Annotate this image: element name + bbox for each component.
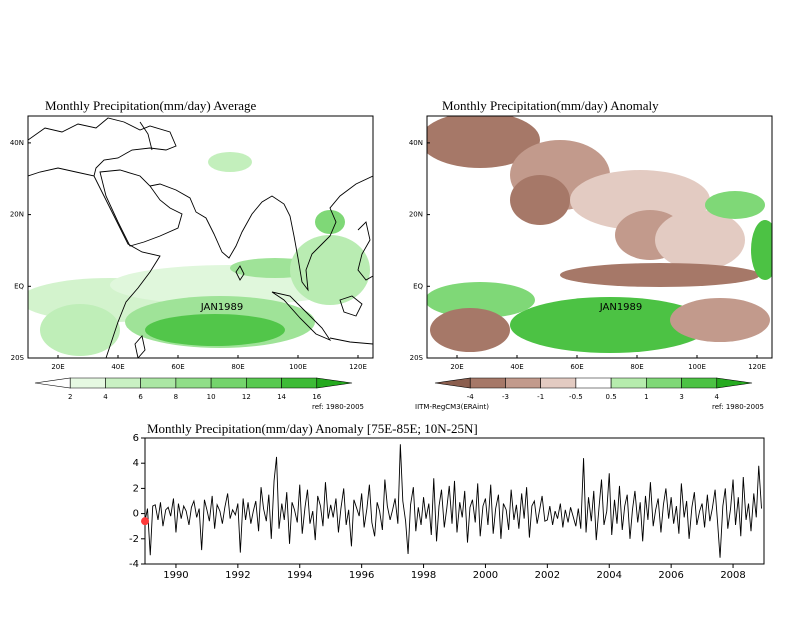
x-tick-label: 20E — [450, 363, 463, 371]
line-chart: Monthly Precipitation(mm/day) Anomaly [7… — [144, 421, 765, 565]
y-tick-label: EQ — [413, 282, 423, 290]
colorbar-bin — [540, 377, 577, 389]
colorbar-bin — [681, 377, 718, 389]
x-tick-label: 1994 — [287, 570, 312, 581]
colorbar-bin — [281, 377, 318, 389]
y-tick-label: 6 — [133, 433, 139, 444]
x-tick-label: 100E — [688, 363, 706, 371]
x-tick-label: 60E — [570, 363, 583, 371]
y-tick-label: 20N — [409, 211, 423, 219]
colorbar-label: 6 — [138, 393, 143, 401]
colorbar-label: 14 — [277, 393, 286, 401]
x-tick-label: 1992 — [225, 570, 250, 581]
x-tick-label: 40E — [111, 363, 124, 371]
y-tick-label: 4 — [133, 458, 139, 469]
colorbar-label: -0.5 — [569, 393, 583, 401]
x-tick-label: 120E — [349, 363, 367, 371]
y-tick-label: 20S — [11, 354, 25, 362]
colorbar-bin — [246, 377, 282, 389]
colorbar-label: 12 — [242, 393, 251, 401]
colorbar-label: 10 — [207, 393, 216, 401]
y-tick-label: 2 — [133, 483, 139, 494]
colorbar-bin — [210, 377, 247, 389]
colorbar-bin — [69, 377, 106, 389]
colorbar-bin — [610, 377, 647, 389]
colorbar-label: 0.5 — [606, 393, 617, 401]
x-tick-label: 80E — [630, 363, 643, 371]
x-tick-label: 100E — [289, 363, 307, 371]
map-title: Monthly Precipitation(mm/day) Average — [45, 98, 257, 113]
y-tick-label: 20N — [10, 211, 24, 219]
colorbar-label: 2 — [68, 393, 72, 401]
x-tick-label: 2006 — [658, 570, 683, 581]
x-tick-label: 2002 — [535, 570, 560, 581]
colorbar-bin — [469, 377, 506, 389]
source: IITM-RegCM3(ERAint) — [415, 403, 489, 411]
colorbar-bin — [105, 377, 141, 389]
colorbar-bin — [646, 377, 682, 389]
series-line — [144, 444, 762, 558]
colorbar-label: 16 — [312, 393, 321, 401]
x-tick-label: 2008 — [720, 570, 745, 581]
x-tick-label: 80E — [231, 363, 244, 371]
colorbar-label: -1 — [537, 393, 544, 401]
highlight-point — [141, 517, 149, 526]
x-tick-label: 20E — [51, 363, 64, 371]
colorbar-label: 8 — [174, 393, 178, 401]
map-annotation: JAN1989 — [200, 302, 244, 313]
colorbar-bin — [140, 377, 177, 389]
map-title: Monthly Precipitation(mm/day) Anomaly — [442, 98, 659, 113]
map-anomaly: Monthly Precipitation(mm/day) Anomaly JA… — [415, 98, 773, 411]
x-tick-label: 40E — [510, 363, 523, 371]
plot-frame — [144, 437, 765, 565]
x-tick-label: 1996 — [349, 570, 374, 581]
colorbar-bin — [175, 377, 212, 389]
x-tick-label: 120E — [748, 363, 766, 371]
colorbar-bin — [575, 377, 612, 389]
colorbar-label: 4 — [715, 393, 720, 401]
colorbar-label: 1 — [644, 393, 648, 401]
map-average: Monthly Precipitation(mm/day) Average JA… — [27, 98, 374, 411]
colorbar-label: 4 — [103, 393, 108, 401]
colorbar-bin — [34, 377, 71, 389]
map-frame — [426, 115, 773, 359]
x-tick-label: 1998 — [411, 570, 436, 581]
x-tick-label: 2000 — [473, 570, 498, 581]
y-tick-label: -4 — [129, 559, 139, 570]
colorbar-bin — [505, 377, 541, 389]
map-annotation: JAN1989 — [599, 302, 643, 313]
y-tick-label: -2 — [129, 534, 139, 545]
y-tick-label: 40N — [409, 139, 423, 147]
map-field — [427, 116, 772, 358]
colorbar-bin — [316, 377, 353, 389]
colorbar-bin — [716, 377, 753, 389]
colorbar-label: -3 — [502, 393, 509, 401]
footnote: ref: 1980-2005 — [312, 403, 364, 411]
y-tick-label: 20S — [410, 354, 424, 362]
colorbar-bin — [434, 377, 471, 389]
chart-title: Monthly Precipitation(mm/day) Anomaly [7… — [147, 421, 478, 436]
colorbar-label: -4 — [467, 393, 475, 401]
colorbar-label: 3 — [679, 393, 683, 401]
map-frame — [27, 115, 374, 359]
y-tick-label: 40N — [10, 139, 24, 147]
x-tick-label: 1990 — [163, 570, 188, 581]
x-tick-label: 60E — [171, 363, 184, 371]
y-tick-label: EQ — [14, 282, 24, 290]
map-field — [28, 116, 373, 358]
x-tick-label: 2004 — [597, 570, 622, 581]
footnote: ref: 1980-2005 — [712, 403, 764, 411]
y-tick-label: 0 — [133, 509, 139, 520]
